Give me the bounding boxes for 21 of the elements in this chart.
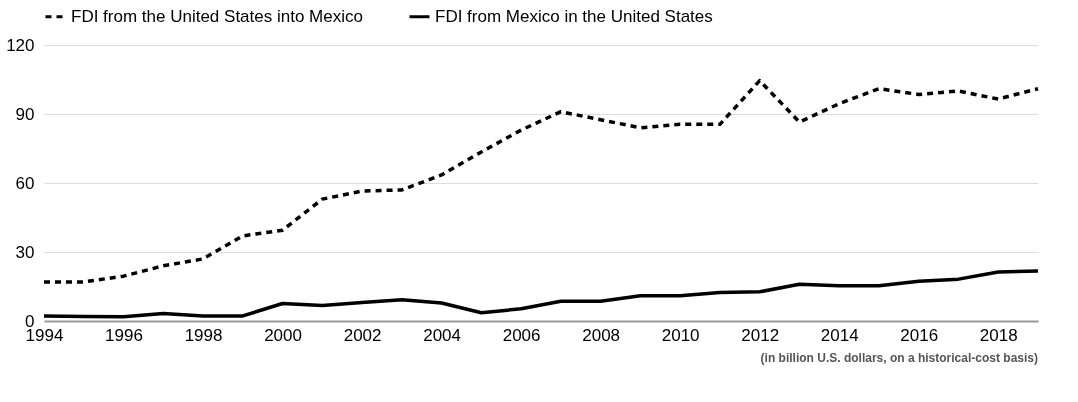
x-tick-label: 2014 bbox=[820, 325, 859, 345]
y-tick-label: 120 bbox=[6, 35, 35, 55]
text: (in billion U.S. dollars, on a historical-cost basis) bbox=[760, 351, 1038, 365]
y-tick-label: 60 bbox=[15, 173, 35, 193]
y-tick-label: 90 bbox=[15, 104, 35, 124]
x-tick-label: 2010 bbox=[661, 325, 700, 345]
x-tick-label: 1998 bbox=[184, 325, 223, 345]
x-tick-label: 2008 bbox=[582, 325, 621, 345]
x-tick-label: 2016 bbox=[900, 325, 939, 345]
x-tick-label: 2018 bbox=[979, 325, 1018, 345]
x-tick-label: 2012 bbox=[741, 325, 780, 345]
x-tick-label: 2006 bbox=[502, 325, 541, 345]
x-tick-label: 2004 bbox=[423, 325, 462, 345]
line-series bbox=[42, 269, 1040, 319]
y-tick-label: 30 bbox=[15, 242, 35, 262]
x-tick-label: 2000 bbox=[264, 325, 302, 345]
line-series bbox=[42, 78, 1040, 284]
legend-label: FDI from the United States into Mexico bbox=[71, 6, 363, 26]
x-tick-label: 2002 bbox=[343, 325, 382, 345]
x-tick-label: 1996 bbox=[105, 325, 143, 345]
legend-label: FDI from Mexico in the United States bbox=[435, 6, 713, 26]
